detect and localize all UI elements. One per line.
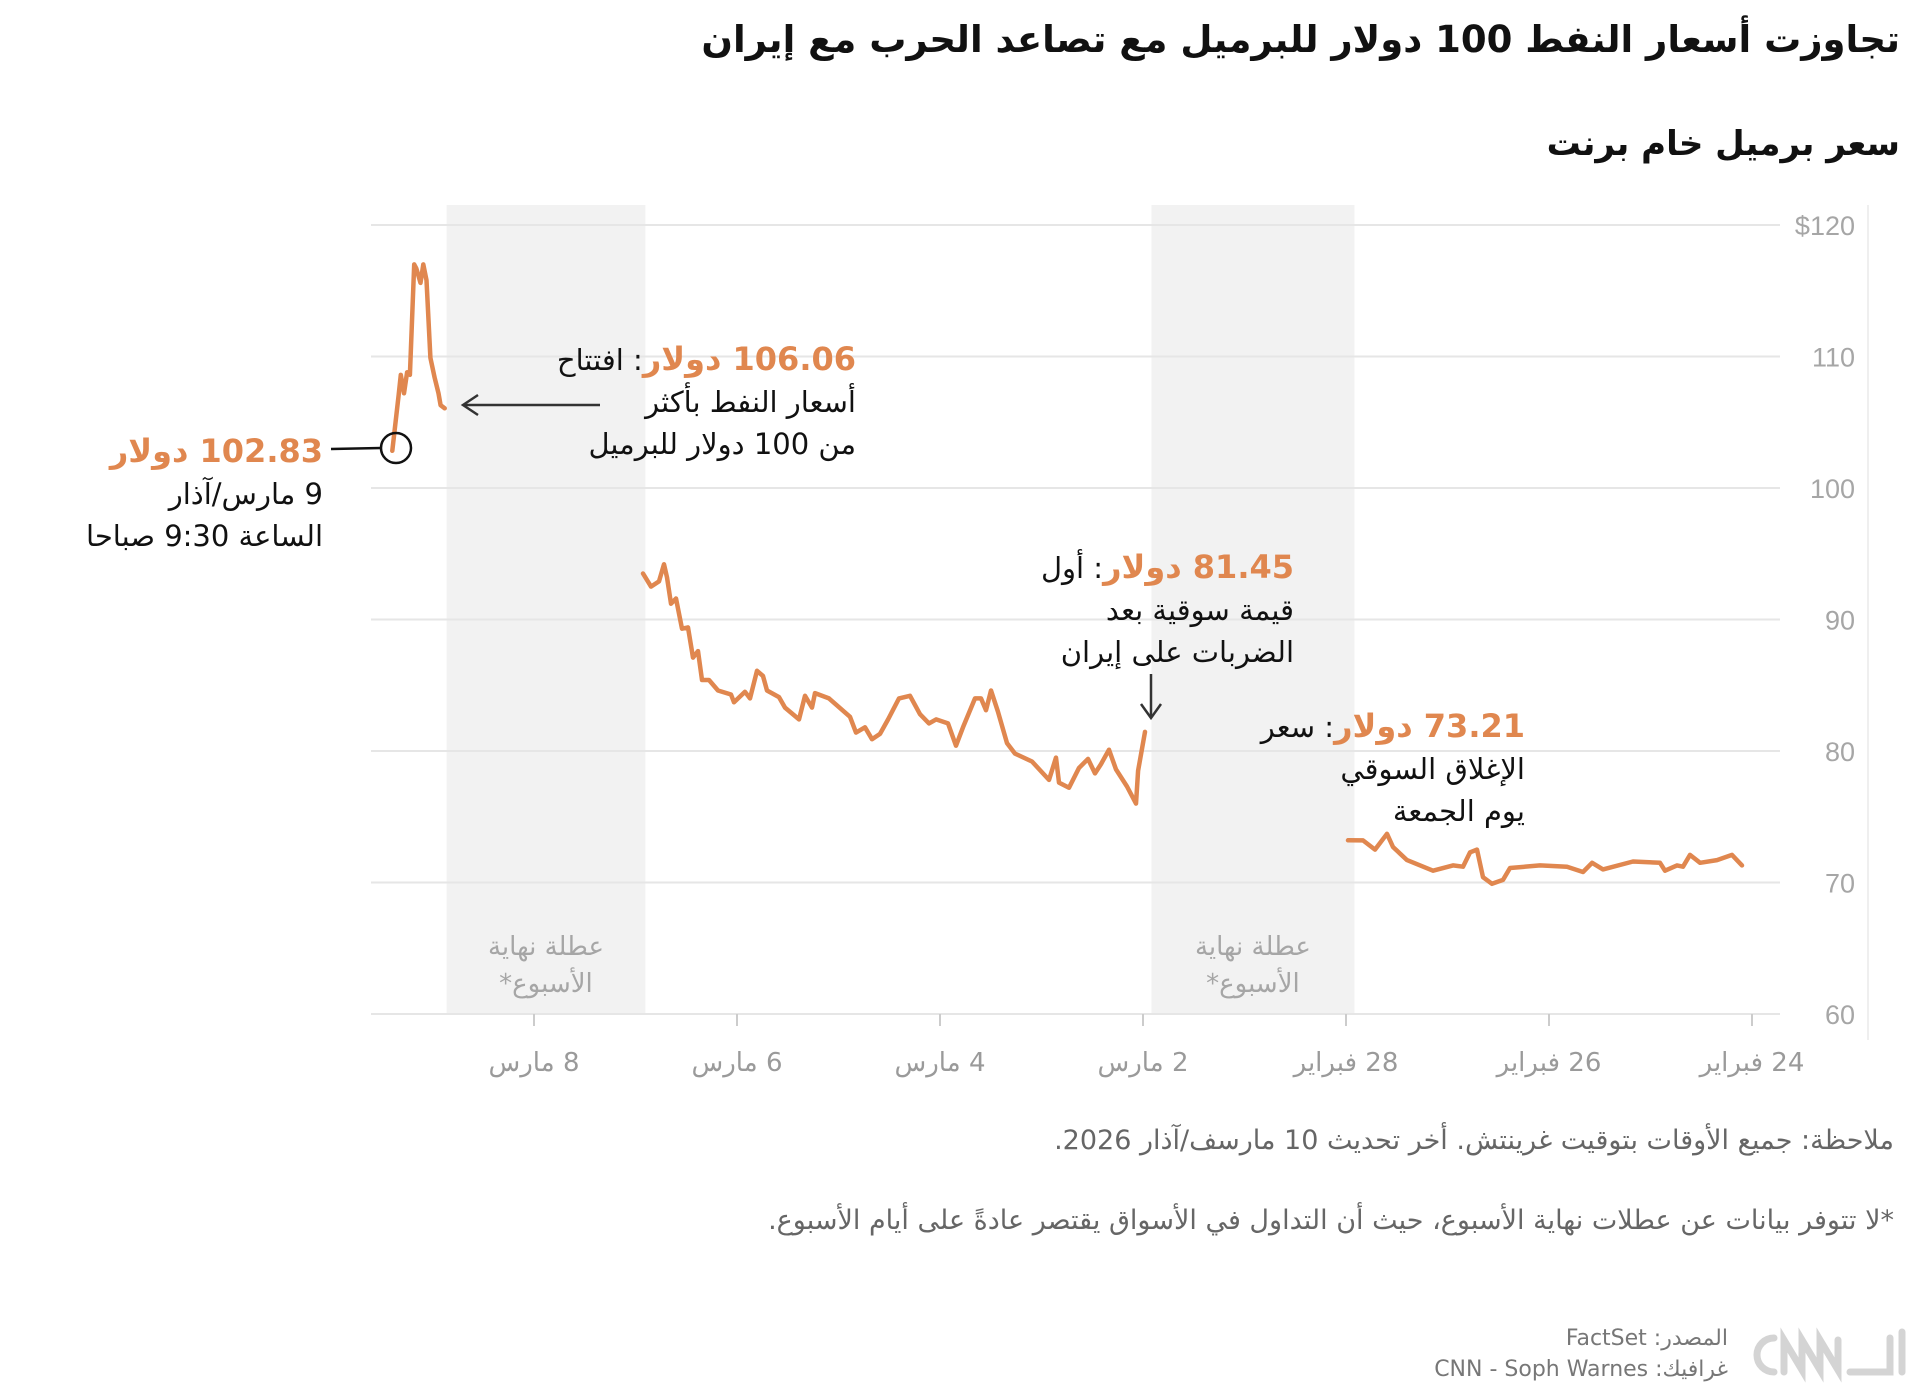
annotation-latest-line: 9 مارس/آذار bbox=[168, 477, 323, 511]
y-tick-label: 70 bbox=[1825, 869, 1855, 899]
y-tick-label: 100 bbox=[1810, 474, 1855, 504]
annotation-first-line: الضربات على إيران bbox=[1060, 635, 1294, 669]
y-tick-label: $120 bbox=[1795, 211, 1855, 241]
weekend-shading bbox=[446, 205, 646, 1014]
annotation-open-text: : افتتاح bbox=[556, 343, 643, 377]
annotation-first: 81.45 دولار: أول قيمة سوقية بعد الضربات … bbox=[1041, 546, 1294, 673]
y-tick-label: 110 bbox=[1812, 343, 1855, 373]
x-tick-label: 2 مارس bbox=[1098, 1048, 1189, 1078]
weekend-shading bbox=[1151, 205, 1355, 1014]
annotation-first-line: قيمة سوقية بعد bbox=[1105, 593, 1294, 627]
graphic-credit: غرافيك: CNN - Soph Warnes bbox=[1434, 1357, 1728, 1382]
annotation-close-line: يوم الجمعة bbox=[1392, 794, 1525, 828]
annotation-first-text: : أول bbox=[1040, 551, 1104, 585]
footnote-times: ملاحظة: جميع الأوقات بتوقيت غرينتش. أخر … bbox=[1054, 1125, 1894, 1156]
annotation-open-line: أسعار النفط بأكثر bbox=[645, 385, 856, 419]
annotation-close-line: الإغلاق السوقي bbox=[1340, 752, 1525, 786]
price-line-segment bbox=[390, 262, 447, 454]
y-tick-label: 80 bbox=[1825, 737, 1855, 767]
arrow-left-icon bbox=[460, 393, 479, 417]
annotation-first-value: 81.45 دولار bbox=[1103, 548, 1294, 586]
x-tick-label: 6 مارس bbox=[692, 1048, 783, 1078]
arrow-down-icon bbox=[1139, 703, 1163, 721]
annotation-close-value: 73.21 دولار bbox=[1334, 707, 1525, 745]
annotation-close-text: : سعر bbox=[1260, 710, 1335, 744]
annotation-latest-line: الساعة 9:30 صباحا bbox=[86, 519, 323, 553]
x-tick-label: 24 فبراير bbox=[1698, 1048, 1805, 1078]
weekend-label: الأسبوع* bbox=[1206, 966, 1300, 999]
weekend-label: عطلة نهاية bbox=[1195, 932, 1311, 962]
annotation-open: 106.06 دولار: افتتاح أسعار النفط بأكثر م… bbox=[557, 338, 856, 465]
source-text: المصدر: FactSet bbox=[1565, 1326, 1728, 1351]
x-tick-label: 26 فبراير bbox=[1495, 1048, 1602, 1078]
line-chart: عطلة نهاية الأسبوع* عطلة نهاية الأسبوع* $120… bbox=[330, 205, 1869, 1078]
x-tick-label: 8 مارس bbox=[489, 1048, 580, 1078]
weekend-label: الأسبوع* bbox=[499, 966, 593, 999]
price-line-segment bbox=[640, 562, 1148, 806]
price-line-segment bbox=[1345, 831, 1745, 887]
y-tick-label: 90 bbox=[1825, 606, 1855, 636]
source-credits: المصدر: FactSet غرافيك: CNN - Soph Warne… bbox=[1434, 1323, 1728, 1385]
annotation-latest: 102.83 دولار 9 مارس/آذار الساعة 9:30 صبا… bbox=[86, 430, 323, 557]
cnn-arabic-logo bbox=[1753, 1327, 1906, 1383]
x-tick-label: 4 مارس bbox=[895, 1048, 986, 1078]
weekend-label: عطلة نهاية bbox=[488, 932, 604, 962]
chart-title: تجاوزت أسعار النفط 100 دولار للبرميل مع … bbox=[701, 18, 1900, 61]
y-tick-label: 60 bbox=[1825, 1000, 1855, 1030]
x-tick-label: 28 فبراير bbox=[1292, 1048, 1399, 1078]
footnote-weekend: *لا تتوفر بيانات عن عطلات نهاية الأسبوع،… bbox=[768, 1205, 1894, 1236]
annotation-open-value: 106.06 دولار bbox=[642, 340, 856, 378]
latest-price-connector bbox=[330, 446, 382, 451]
chart-subtitle: سعر برميل خام برنت bbox=[1546, 124, 1900, 164]
annotation-close: 73.21 دولار: سعر الإغلاق السوقي يوم الجم… bbox=[1261, 705, 1525, 832]
annotation-latest-value: 102.83 دولار bbox=[109, 432, 323, 470]
annotation-open-line: من 100 دولار للبرميل bbox=[588, 427, 856, 461]
